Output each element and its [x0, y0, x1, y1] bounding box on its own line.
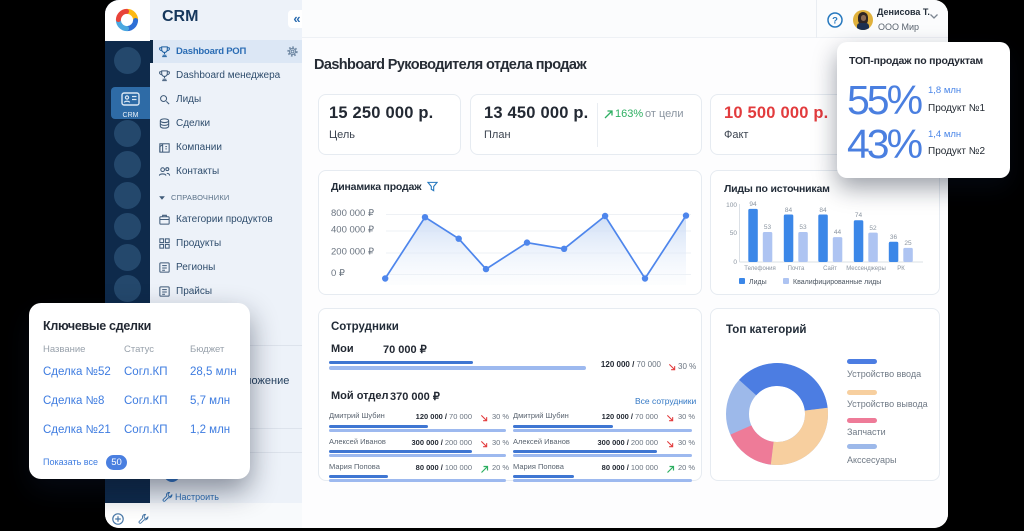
svg-text:Телефония: Телефония	[744, 266, 776, 272]
svg-text:Почта: Почта	[788, 266, 805, 272]
svg-text:50: 50	[730, 230, 738, 237]
svg-text:94: 94	[749, 201, 757, 208]
svg-text:800 000 ₽: 800 000 ₽	[331, 208, 375, 219]
svg-text:25: 25	[904, 240, 912, 247]
svg-text:53: 53	[799, 224, 807, 231]
svg-text:53: 53	[764, 224, 772, 231]
svg-text:?: ?	[832, 16, 838, 27]
svg-text:Мессенджеры: Мессенджеры	[846, 266, 886, 272]
svg-text:РК: РК	[897, 266, 905, 272]
svg-text:Лиды: Лиды	[749, 279, 767, 286]
svg-text:Квалифицированные лиды: Квалифицированные лиды	[793, 279, 881, 286]
svg-text:84: 84	[819, 207, 827, 214]
svg-text:100: 100	[726, 202, 737, 209]
svg-text:200 000 ₽: 200 000 ₽	[331, 247, 375, 258]
svg-text:Сайт: Сайт	[823, 265, 837, 272]
svg-text:52: 52	[869, 225, 877, 232]
svg-text:84: 84	[785, 207, 793, 214]
svg-text:44: 44	[834, 229, 842, 236]
svg-text:400 000 ₽: 400 000 ₽	[331, 225, 375, 236]
svg-text:36: 36	[890, 234, 898, 241]
svg-text:74: 74	[855, 212, 863, 219]
svg-text:0: 0	[733, 259, 737, 266]
svg-text:0 ₽: 0 ₽	[331, 268, 346, 279]
